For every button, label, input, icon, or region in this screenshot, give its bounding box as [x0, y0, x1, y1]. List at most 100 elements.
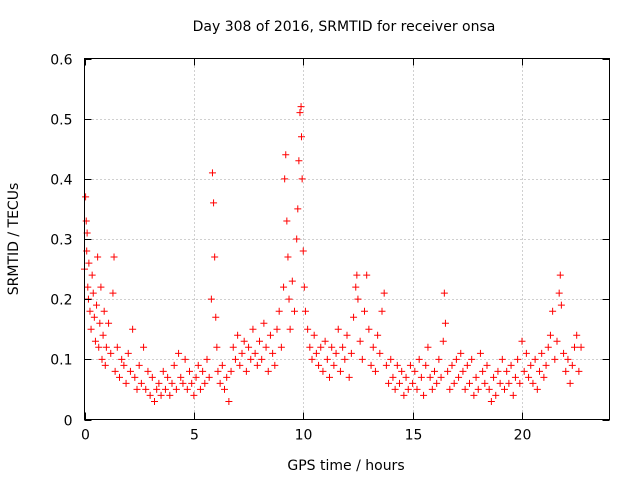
data-point: [479, 367, 487, 375]
data-point: [118, 355, 126, 363]
data-point: [260, 319, 268, 327]
data-point: [568, 361, 576, 369]
data-point: [474, 385, 482, 393]
data-point: [551, 355, 559, 363]
data-point: [294, 205, 302, 213]
data-point: [179, 379, 187, 387]
data-point: [203, 355, 211, 363]
data-point: [186, 367, 193, 375]
data-point: [529, 379, 537, 387]
data-point: [298, 175, 306, 183]
data-point: [90, 313, 98, 321]
data-point: [82, 193, 90, 201]
data-point: [520, 367, 528, 375]
data-point: [93, 301, 101, 309]
data-point: [293, 235, 301, 243]
data-point: [190, 391, 198, 399]
data-point: [533, 385, 541, 393]
y-tick-label: 0.4: [50, 173, 72, 189]
data-point: [97, 283, 105, 291]
data-point: [363, 271, 371, 279]
data-point: [509, 391, 517, 399]
data-point: [271, 361, 279, 369]
data-point: [470, 391, 478, 399]
data-point: [450, 379, 458, 387]
data-point: [210, 199, 218, 207]
data-point: [240, 337, 248, 345]
data-point: [398, 367, 406, 375]
data-point: [249, 325, 257, 333]
data-point: [573, 331, 581, 339]
data-point: [371, 367, 379, 375]
data-point: [301, 307, 309, 315]
data-point: [385, 379, 393, 387]
data-point: [124, 349, 132, 357]
y-tick-label: 0: [64, 414, 73, 430]
data-point: [98, 355, 106, 363]
data-point: [396, 379, 403, 387]
data-point: [275, 307, 283, 315]
y-tick-label: 0.1: [50, 353, 72, 369]
data-point: [281, 175, 289, 183]
data-point: [188, 379, 196, 387]
data-point: [387, 355, 395, 363]
data-point: [391, 385, 399, 393]
data-point: [457, 349, 465, 357]
data-point: [288, 277, 296, 285]
data-point: [358, 355, 366, 363]
data-point: [417, 373, 425, 381]
data-point: [218, 361, 226, 369]
data-point: [266, 331, 274, 339]
data-point: [282, 151, 290, 159]
data-point: [463, 361, 471, 369]
data-point: [516, 379, 524, 387]
data-point: [221, 385, 228, 393]
data-point: [238, 349, 246, 357]
data-point: [213, 343, 221, 351]
y-tick-label: 0.2: [50, 293, 72, 309]
data-point: [566, 379, 574, 387]
axis-ticks: [84, 58, 610, 421]
data-point: [492, 391, 500, 399]
data-point: [323, 355, 331, 363]
data-point: [501, 385, 508, 393]
data-point: [439, 337, 447, 345]
data-point: [557, 301, 565, 309]
data-point: [564, 355, 572, 363]
data-point: [546, 331, 554, 339]
data-point: [304, 325, 312, 333]
data-point: [229, 343, 237, 351]
data-point: [511, 373, 519, 381]
data-point: [444, 367, 452, 375]
data-point: [96, 319, 104, 327]
data-point: [105, 319, 113, 327]
data-point: [284, 253, 292, 261]
data-point: [269, 349, 277, 357]
data-point: [84, 283, 92, 291]
data-point: [253, 361, 261, 369]
data-point: [461, 385, 469, 393]
data-point: [157, 391, 165, 399]
data-point: [146, 391, 154, 399]
data-point: [131, 373, 139, 381]
data-point: [129, 325, 137, 333]
data-point: [177, 373, 185, 381]
y-tick-labels: 0 0.1 0.2 0.3 0.4 0.5 0.6: [50, 53, 72, 430]
data-point: [536, 367, 543, 375]
data-point: [380, 289, 388, 297]
data-point: [273, 325, 281, 333]
data-point: [481, 379, 489, 387]
x-tick-label: 10: [295, 428, 313, 444]
data-point: [315, 361, 323, 369]
data-point: [299, 247, 307, 255]
data-point: [494, 367, 502, 375]
y-tick-label: 0.5: [50, 113, 72, 129]
data-point: [306, 343, 314, 351]
data-point: [227, 367, 235, 375]
data-point: [214, 367, 222, 375]
x-axis-label: GPS time / hours: [287, 458, 404, 474]
data-point: [312, 349, 320, 357]
y-tick-label: 0.3: [50, 233, 72, 249]
data-point: [440, 289, 448, 297]
data-point: [452, 355, 460, 363]
